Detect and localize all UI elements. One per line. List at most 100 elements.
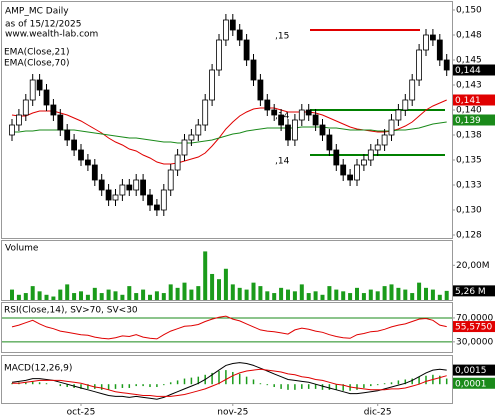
volume-bar xyxy=(106,289,111,300)
candle-body xyxy=(133,179,140,191)
histogram-bar xyxy=(328,384,331,390)
y-tick-label: 0,138 xyxy=(456,131,482,141)
volume-bar xyxy=(210,273,215,300)
candle-body xyxy=(340,164,347,176)
volume-bar xyxy=(320,294,325,300)
histogram-bar xyxy=(287,384,289,390)
histogram-bar xyxy=(232,371,234,385)
histogram-bar xyxy=(87,384,89,389)
volume-bar xyxy=(141,289,146,300)
histogram-bar xyxy=(156,384,158,388)
rsi-panel xyxy=(1,302,453,353)
histogram-bar xyxy=(59,384,62,387)
histogram-bar xyxy=(294,384,296,390)
candle-body xyxy=(374,144,381,151)
histogram-bar xyxy=(252,379,255,385)
volume-bar xyxy=(85,294,90,300)
candle-body xyxy=(50,104,57,116)
last-value-box xyxy=(453,364,495,376)
volume-bar xyxy=(396,287,401,300)
candle-body xyxy=(126,184,133,191)
volume-bar xyxy=(168,284,173,300)
volume-bar xyxy=(244,289,249,300)
histogram-bar xyxy=(321,384,324,390)
histogram-bar xyxy=(225,370,227,385)
histogram-bar xyxy=(411,378,413,385)
y-tick-label: 20,00M xyxy=(456,261,490,271)
histogram-bar xyxy=(197,376,200,385)
candle-body xyxy=(278,114,285,126)
histogram-bar xyxy=(190,377,193,385)
volume-bar xyxy=(375,291,380,300)
volume-bar xyxy=(265,291,270,300)
candle-body xyxy=(298,109,305,121)
volume-bar xyxy=(286,289,290,300)
histogram-bar xyxy=(100,384,103,390)
histogram-bar xyxy=(356,384,358,390)
ema-line xyxy=(11,99,447,165)
candle-body xyxy=(98,179,105,191)
histogram-bar xyxy=(307,384,310,389)
y-tick-label: 30,0000 xyxy=(456,337,493,347)
volume-bar xyxy=(223,268,228,300)
last-value-box xyxy=(453,64,495,76)
legend-entry: EMA(Close,70) xyxy=(4,59,69,69)
histogram-bar xyxy=(169,382,172,385)
volume-bar xyxy=(189,289,194,300)
histogram-bar xyxy=(107,384,110,390)
volume-bar xyxy=(341,291,346,300)
ema-line xyxy=(12,121,447,144)
macd-line xyxy=(12,368,447,397)
volume-bar xyxy=(382,286,387,300)
volume-bar xyxy=(161,293,166,300)
y-tick-label: 70,0000 xyxy=(456,313,493,323)
volume-bar xyxy=(279,287,284,300)
last-value-box xyxy=(453,285,495,297)
last-value-label: 0,139 xyxy=(455,116,481,126)
last-value-box xyxy=(453,377,495,389)
histogram-bar xyxy=(280,384,282,389)
candle-body xyxy=(312,114,319,126)
histogram-bar xyxy=(397,380,400,385)
candle-body xyxy=(388,119,395,136)
candle-body xyxy=(443,59,450,71)
histogram-bar xyxy=(314,384,317,389)
volume-bar xyxy=(203,251,208,300)
x-tick-label: dic-25 xyxy=(364,408,392,418)
volume-bar xyxy=(196,286,201,300)
panel-title: RSI(Close,14), SV>70, SV<30 xyxy=(4,306,138,316)
volume-bar xyxy=(417,282,422,300)
x-tick-label: oct-25 xyxy=(67,408,96,418)
histogram-bar xyxy=(135,384,137,387)
volume-bar xyxy=(154,291,159,300)
last-value-label: 0,0001 xyxy=(455,379,487,389)
histogram-bar xyxy=(445,378,448,385)
candle-body xyxy=(64,129,71,141)
candle-body xyxy=(333,149,340,166)
candle-body xyxy=(209,69,216,101)
histogram-bar xyxy=(335,384,338,390)
candle-body xyxy=(326,134,333,151)
candle-body xyxy=(140,179,147,196)
last-value-label: 0,0015 xyxy=(455,366,487,376)
volume-bar xyxy=(348,293,353,300)
candle-body xyxy=(216,39,222,71)
volume-bar xyxy=(410,293,415,300)
histogram-bar xyxy=(80,384,82,389)
histogram-bar xyxy=(439,375,441,385)
candle-body xyxy=(174,154,181,171)
source: www.wealth-lab.com xyxy=(5,30,98,40)
volume-bar xyxy=(327,286,332,300)
horizontal-line-label: ,15 xyxy=(275,32,289,42)
price-panel xyxy=(1,1,453,239)
volume-bar xyxy=(389,284,394,300)
histogram-bar xyxy=(370,384,372,387)
volume-bar xyxy=(72,293,77,300)
candle-body xyxy=(160,189,167,211)
candle-body xyxy=(78,149,84,161)
last-value-label: 0,144 xyxy=(455,66,481,76)
histogram-bar xyxy=(404,379,407,385)
histogram-bar xyxy=(418,376,420,385)
volume-bar xyxy=(44,294,49,300)
